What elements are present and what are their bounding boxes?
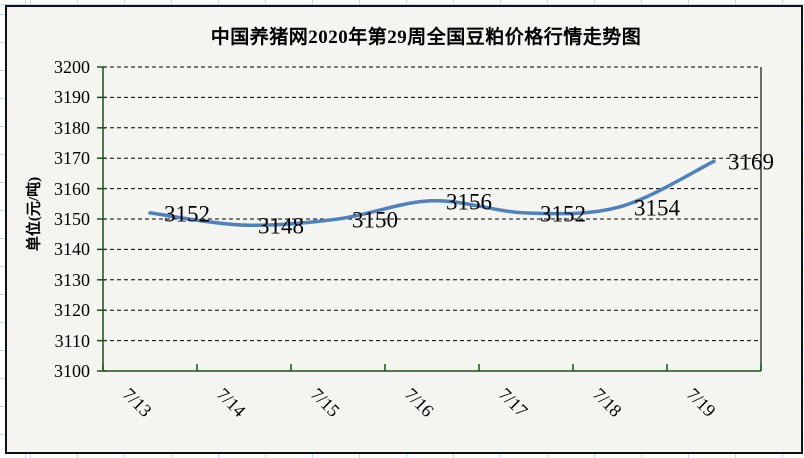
chart-title: 中国养猪网2020年第29周全国豆粕价格行情走势图 xyxy=(210,27,642,48)
data-label: 3154 xyxy=(634,195,680,221)
data-label: 3169 xyxy=(728,149,774,175)
price-line xyxy=(148,159,716,228)
y-tick-label: 3110 xyxy=(54,330,90,351)
y-tick-label: 3190 xyxy=(54,87,90,108)
data-label: 3150 xyxy=(352,207,398,233)
y-tick-label: 3100 xyxy=(54,361,90,381)
data-label: 3148 xyxy=(258,213,304,239)
y-tick-label: 3200 xyxy=(54,57,90,77)
plot-area xyxy=(97,66,762,372)
data-label: 3152 xyxy=(540,201,586,227)
y-tick-label: 3180 xyxy=(54,117,90,138)
data-label: 3156 xyxy=(446,189,492,215)
y-tick-label: 3130 xyxy=(54,269,90,290)
price-chart[interactable]: 中国养猪网2020年第29周全国豆粕价格行情走势图 单位(元/吨) 3200 31… xyxy=(5,5,803,454)
y-tick-label: 3140 xyxy=(54,239,90,260)
y-tick-label: 3120 xyxy=(54,300,90,321)
y-tick-label: 3170 xyxy=(54,148,90,169)
y-tick-label: 3150 xyxy=(54,209,90,229)
data-label: 3152 xyxy=(164,201,210,227)
y-tick-label: 3160 xyxy=(54,178,90,199)
